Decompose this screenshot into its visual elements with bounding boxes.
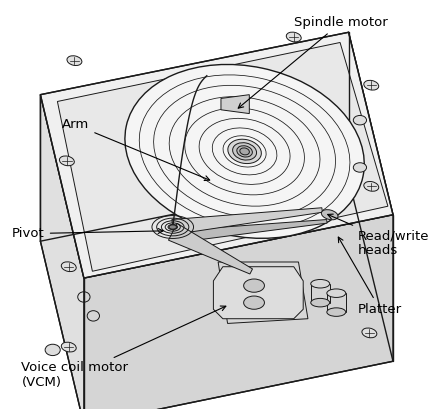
Ellipse shape — [233, 143, 257, 160]
Ellipse shape — [237, 146, 253, 157]
Ellipse shape — [327, 308, 346, 316]
Text: Spindle motor: Spindle motor — [238, 16, 388, 108]
Ellipse shape — [61, 342, 76, 352]
Ellipse shape — [45, 344, 60, 356]
Polygon shape — [177, 220, 327, 242]
Ellipse shape — [61, 262, 76, 272]
Ellipse shape — [364, 181, 379, 191]
Ellipse shape — [244, 279, 264, 292]
Ellipse shape — [59, 156, 74, 166]
Ellipse shape — [353, 163, 367, 172]
Ellipse shape — [311, 298, 330, 307]
Text: Pivot: Pivot — [12, 227, 163, 240]
Ellipse shape — [244, 296, 264, 309]
Ellipse shape — [240, 148, 249, 155]
Ellipse shape — [353, 116, 367, 125]
Text: Read/write
heads: Read/write heads — [328, 214, 429, 257]
Polygon shape — [213, 267, 303, 319]
Ellipse shape — [327, 289, 346, 297]
Ellipse shape — [321, 210, 338, 220]
Ellipse shape — [67, 56, 82, 66]
Text: Platter: Platter — [338, 237, 402, 316]
Ellipse shape — [228, 139, 261, 163]
Text: Voice coil motor
(VCM): Voice coil motor (VCM) — [22, 306, 226, 389]
Polygon shape — [57, 42, 388, 271]
Ellipse shape — [362, 328, 377, 338]
Ellipse shape — [311, 279, 330, 288]
Polygon shape — [218, 262, 308, 323]
Polygon shape — [40, 94, 84, 420]
Ellipse shape — [364, 80, 379, 90]
Polygon shape — [348, 32, 393, 361]
Polygon shape — [172, 208, 323, 234]
Polygon shape — [169, 223, 253, 274]
Polygon shape — [84, 215, 393, 420]
Polygon shape — [221, 94, 249, 113]
Text: Arm: Arm — [62, 118, 210, 181]
Ellipse shape — [286, 32, 301, 42]
Ellipse shape — [125, 64, 364, 238]
Ellipse shape — [169, 225, 176, 229]
Polygon shape — [40, 32, 393, 278]
